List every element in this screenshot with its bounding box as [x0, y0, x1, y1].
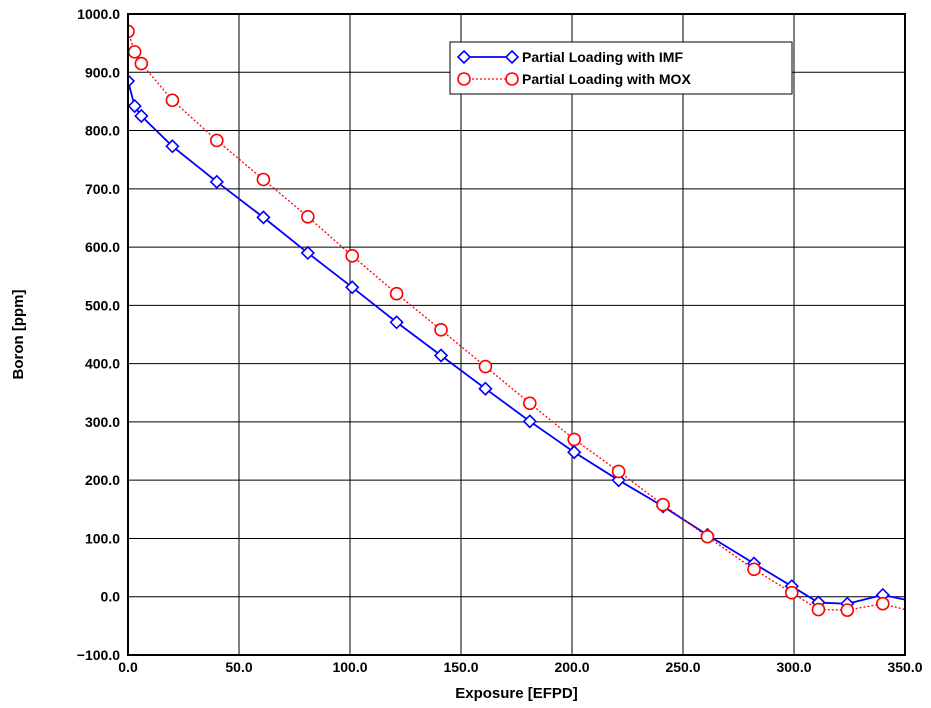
- grid-lines: [127, 13, 906, 656]
- y-tick-labels: −100.0 0.0 100.0 200.0 300.0 400.0 500.0 600.0 7…: [77, 6, 120, 663]
- data-point: [567, 445, 582, 460]
- data-point: [611, 464, 626, 479]
- data-point: [301, 209, 315, 224]
- x-tick-label: 100.0: [332, 659, 367, 675]
- y-tick-label: 500.0: [85, 297, 120, 313]
- legend-marker: [505, 72, 519, 86]
- x-tick-label: 200.0: [554, 659, 589, 675]
- legend-marker: [504, 49, 520, 65]
- data-point: [389, 315, 404, 330]
- data-point: [434, 323, 448, 337]
- plot-frame: [127, 13, 906, 656]
- x-tick-label: 350.0: [887, 659, 922, 675]
- x-tick-label: 50.0: [225, 659, 252, 675]
- data-point: [345, 280, 360, 295]
- y-tick-label: 200.0: [85, 472, 120, 488]
- data-point: [128, 45, 142, 59]
- data-point: [747, 562, 761, 577]
- x-tick-labels: 0.0 50.0 100.0 150.0 200.0 250.0 300.0 350.0: [118, 659, 922, 675]
- data-series: [128, 24, 905, 617]
- data-point: [523, 396, 537, 411]
- series-mox: [128, 24, 905, 617]
- data-point: [433, 348, 449, 363]
- x-axis-label: Exposure [EFPD]: [455, 685, 578, 702]
- data-point: [210, 133, 224, 148]
- legend-label-imf: Partial Loading with IMF: [522, 49, 683, 65]
- data-point: [784, 585, 799, 600]
- x-tick-label: 300.0: [776, 659, 811, 675]
- y-tick-label: 300.0: [85, 414, 120, 430]
- data-point: [134, 56, 149, 71]
- data-point: [522, 414, 537, 429]
- data-point: [256, 172, 271, 187]
- data-point: [875, 596, 890, 611]
- data-point: [700, 529, 715, 544]
- data-point: [134, 108, 149, 124]
- data-point: [389, 286, 404, 301]
- series-line: [128, 80, 905, 605]
- y-tick-label: 800.0: [85, 123, 120, 139]
- data-point: [567, 432, 582, 447]
- y-tick-label: 900.0: [85, 64, 120, 80]
- data-point: [165, 93, 180, 108]
- data-point: [256, 210, 271, 225]
- x-tick-label: 150.0: [443, 659, 478, 675]
- y-tick-label: 600.0: [85, 239, 120, 255]
- series-line: [128, 31, 905, 611]
- data-point: [128, 24, 135, 39]
- y-tick-label: −100.0: [77, 647, 120, 663]
- data-point: [128, 98, 142, 114]
- data-point: [345, 249, 360, 263]
- data-point: [656, 497, 670, 512]
- data-point: [128, 73, 136, 89]
- legend-box: [449, 41, 793, 95]
- data-point: [478, 381, 493, 396]
- y-tick-label: 400.0: [85, 356, 120, 372]
- y-tick-label: 0.0: [101, 589, 121, 605]
- data-point: [811, 602, 826, 617]
- y-tick-label: 1000.0: [77, 6, 120, 22]
- y-tick-label: 100.0: [85, 530, 120, 546]
- y-axis-label: Boron [ppm]: [10, 290, 27, 380]
- x-tick-label: 0.0: [118, 659, 138, 675]
- legend-marker: [456, 49, 472, 65]
- legend-marker: [457, 72, 471, 86]
- legend-label-mox: Partial Loading with MOX: [522, 71, 691, 87]
- y-tick-label: 700.0: [85, 181, 120, 197]
- data-point: [478, 359, 493, 374]
- data-point: [300, 245, 315, 261]
- x-tick-label: 250.0: [665, 659, 700, 675]
- data-point: [165, 139, 180, 154]
- data-point: [209, 174, 224, 189]
- legend: Partial Loading with IMF Partial Loading…: [449, 41, 793, 95]
- data-point: [840, 603, 855, 617]
